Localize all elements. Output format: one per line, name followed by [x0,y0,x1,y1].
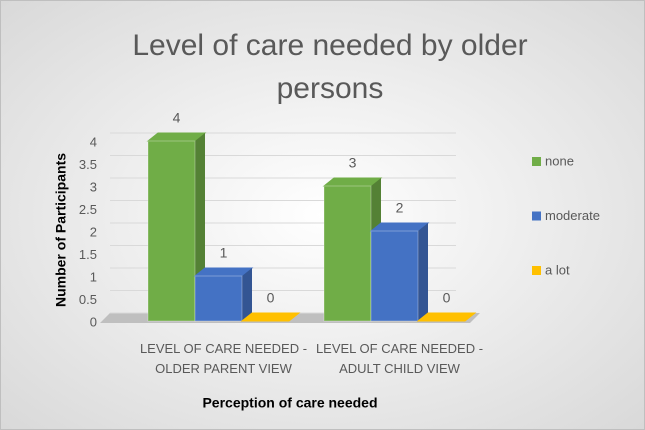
bar-top [416,312,477,322]
bar [370,230,419,322]
legend-swatch [532,266,541,275]
y-tick-label: 2 [90,224,97,239]
legend-swatch [532,157,541,166]
x-tick-label: LEVEL OF CARE NEEDED - ADULT CHILD VIEW [315,341,484,376]
y-axis-label: Number of Participants [53,153,69,307]
bar [194,275,243,322]
bar-side-shade [418,223,428,321]
bar-top [369,222,430,232]
x-axis-label: Perception of care needed [202,395,377,411]
legend-label: moderate [545,208,600,223]
bar-top [193,267,254,277]
y-tick-label: 0 [90,314,97,329]
bar-top [322,177,383,187]
data-label: 0 [267,290,275,306]
legend-label: a lot [545,262,570,277]
bar-side [418,223,428,321]
bar [323,185,372,322]
bar-top [146,132,207,142]
data-label: 0 [443,290,451,306]
y-tick-label: 1 [90,269,97,284]
y-tick-label: 2.5 [79,202,97,217]
data-label: 3 [349,155,357,171]
y-tick-label: 0.5 [79,292,97,307]
data-label: 2 [396,200,404,216]
bar-top [240,312,301,322]
data-label: 4 [173,110,181,126]
y-tick-label: 1.5 [79,247,97,262]
bar-side [242,268,252,321]
y-tick-label: 3.5 [79,157,97,172]
bar-side-shade [242,268,252,321]
y-tick-label: 4 [90,134,97,149]
legend-label: none [545,153,574,168]
y-tick-label: 3 [90,179,97,194]
x-tick-label: LEVEL OF CARE NEEDED - OLDER PARENT VIEW [139,341,308,376]
legend-swatch [532,211,541,221]
data-label: 1 [220,245,228,261]
chart-title: Level of care needed by older persons [132,29,528,105]
bar [147,140,196,322]
